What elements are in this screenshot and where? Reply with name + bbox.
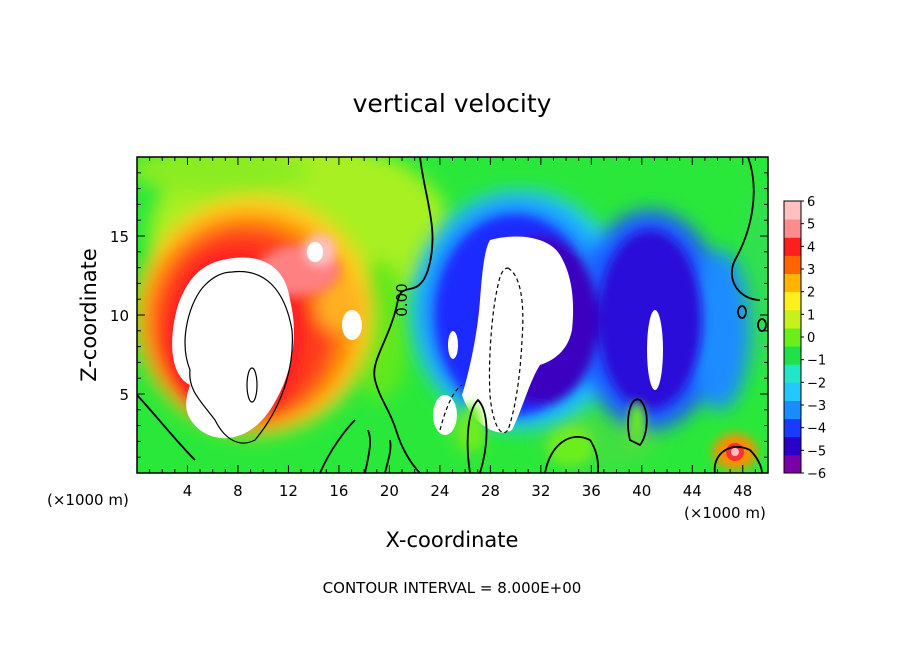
plot-area: 0.00	[137, 157, 768, 473]
colorbar-swatch	[784, 346, 801, 365]
chart-title: vertical velocity	[353, 89, 552, 118]
x-unit-left: (×1000 m)	[47, 491, 129, 509]
colorbar-swatch	[784, 327, 801, 347]
updraft-core	[172, 257, 294, 439]
colorbar-swatch	[784, 309, 801, 329]
colorbar: 6 5 4 3 2 1 0 −1 −2 −3 −4 −5 −6	[783, 195, 826, 482]
colorbar-tick-label: 5	[807, 218, 815, 233]
x-tick-label: 44	[683, 482, 702, 500]
colorbar-tick-label: −4	[807, 422, 826, 437]
colorbar-tick-label: −6	[807, 467, 826, 482]
x-tick-label: 8	[233, 482, 243, 500]
colorbar-tick-label: 2	[807, 286, 815, 301]
y-tick-label: 10	[110, 307, 129, 325]
contour-interval: CONTOUR INTERVAL = 8.000E+00	[323, 579, 582, 597]
colorbar-tick-label: 3	[807, 263, 815, 278]
colorbar-swatch	[784, 364, 801, 383]
y-axis: 5 10 15	[110, 156, 768, 474]
contour-label: 0.00	[393, 283, 411, 316]
colorbar-swatch	[784, 400, 801, 420]
x-axis: 4 8 12 16 20 24 28 32 36 40 44 48	[136, 157, 769, 500]
colorbar-swatch	[784, 273, 801, 293]
colorbar-tick-label: 0	[807, 331, 815, 346]
y-tick-label: 5	[119, 386, 129, 404]
x-tick-label: 4	[183, 482, 193, 500]
x-tick-label: 28	[481, 482, 500, 500]
y-axis-label: Z-coordinate	[77, 248, 101, 382]
colorbar-swatch	[784, 454, 801, 474]
downdraft-contour	[488, 267, 524, 433]
colorbar-tick-label: 4	[807, 240, 815, 255]
x-tick-label: 12	[279, 482, 298, 500]
colorbar-tick-label: 6	[807, 195, 815, 210]
colorbar-swatch	[784, 418, 801, 438]
updraft-contour	[184, 270, 293, 444]
x-axis-label: X-coordinate	[386, 528, 519, 552]
colorbar-tick-label: −3	[807, 399, 826, 414]
colorbar-swatch	[784, 201, 801, 220]
colorbar-tick-label: 1	[807, 308, 815, 323]
colorbar-swatch	[784, 382, 801, 401]
colorbar-swatch	[784, 255, 801, 275]
zero-contours	[137, 157, 767, 473]
x-tick-label: 40	[632, 482, 651, 500]
x-tick-label: 16	[329, 482, 348, 500]
x-tick-label: 32	[531, 482, 550, 500]
colorbar-swatch	[784, 291, 801, 311]
colorbar-tick-label: −2	[807, 376, 826, 391]
x-tick-label: 48	[733, 482, 752, 500]
colorbar-tick-label: −1	[807, 354, 826, 369]
x-tick-label: 36	[582, 482, 601, 500]
x-unit-right: (×1000 m)	[684, 504, 766, 522]
colorbar-swatch	[784, 436, 801, 456]
colorbar-tick-label: −5	[807, 444, 826, 459]
colorbar-swatch	[784, 219, 801, 238]
y-tick-label: 15	[110, 228, 129, 246]
x-tick-label: 24	[430, 482, 449, 500]
x-tick-label: 20	[380, 482, 399, 500]
colorbar-swatch	[784, 237, 801, 256]
